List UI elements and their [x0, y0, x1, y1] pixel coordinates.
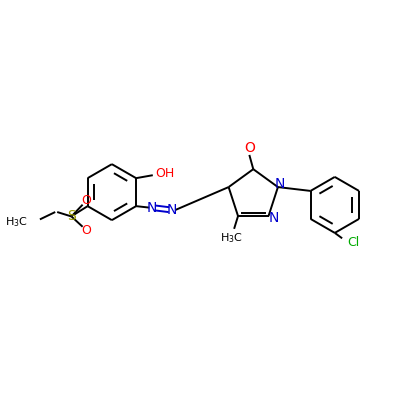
Text: H$_3$C: H$_3$C [220, 231, 243, 244]
Text: O: O [82, 224, 92, 237]
Text: N: N [166, 203, 177, 217]
Text: O: O [244, 141, 255, 155]
Text: Cl: Cl [347, 236, 359, 249]
Text: N: N [268, 211, 279, 225]
Text: N: N [275, 177, 285, 191]
Text: H$_3$C: H$_3$C [5, 216, 28, 229]
Text: O: O [82, 194, 92, 207]
Text: S: S [67, 210, 76, 224]
Text: N: N [147, 201, 158, 215]
Text: OH: OH [155, 167, 174, 180]
